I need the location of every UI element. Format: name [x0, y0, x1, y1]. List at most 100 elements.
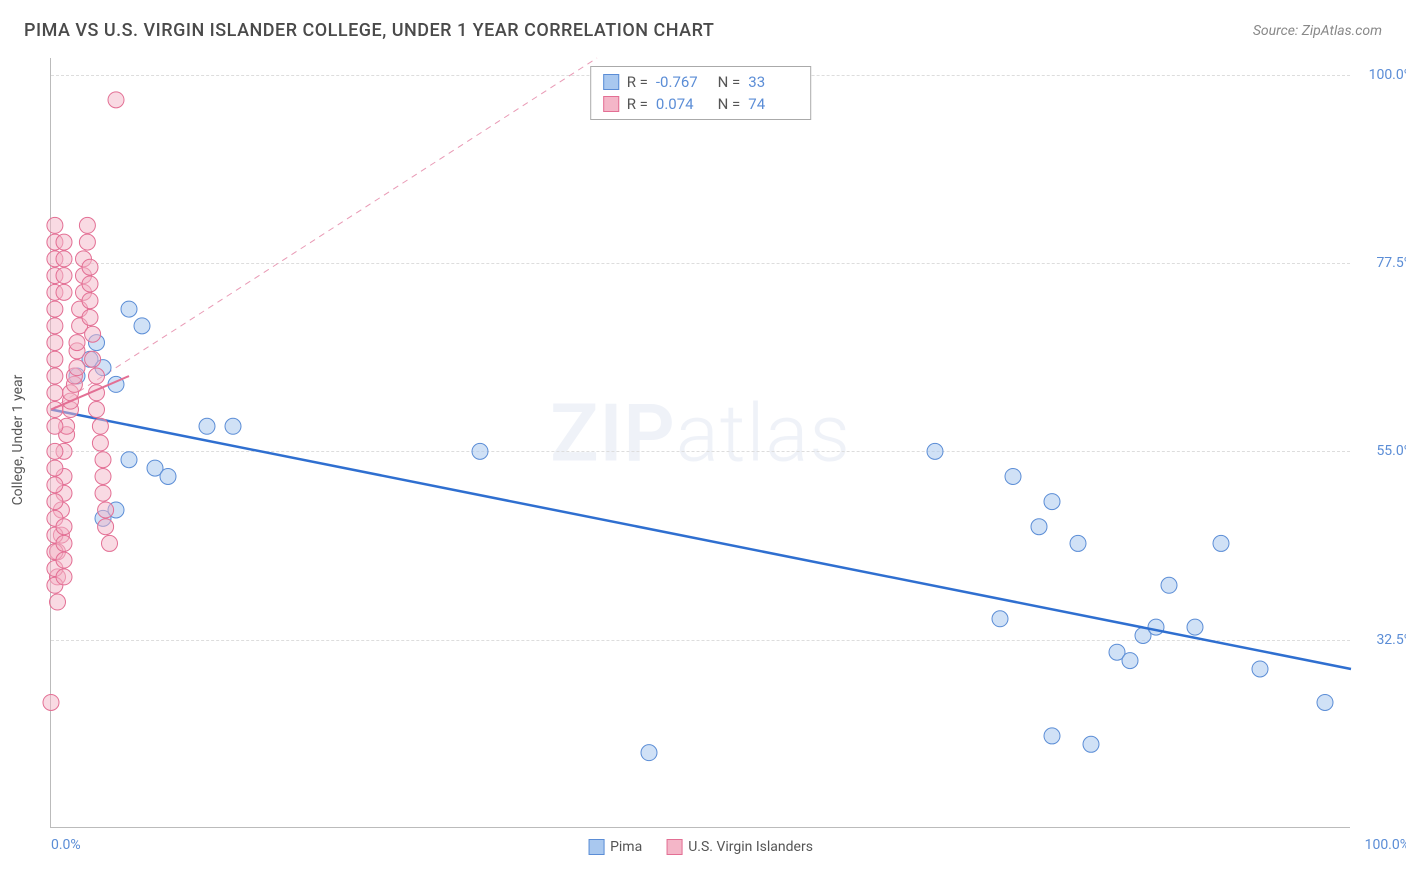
data-point: [56, 251, 72, 267]
data-point: [47, 318, 63, 334]
y-tick-label: 32.5%: [1354, 632, 1406, 648]
stat-r-value: -0.767: [656, 71, 706, 93]
data-point: [1148, 619, 1164, 635]
data-point: [69, 360, 85, 376]
data-point: [199, 418, 215, 434]
data-point: [47, 301, 63, 317]
data-point: [1317, 694, 1333, 710]
data-point: [47, 494, 63, 510]
header: PIMA VS U.S. VIRGIN ISLANDER COLLEGE, UN…: [24, 20, 1382, 41]
data-point: [56, 284, 72, 300]
data-point: [1044, 728, 1060, 744]
data-point: [472, 443, 488, 459]
data-point: [98, 519, 114, 535]
data-point: [160, 468, 176, 484]
x-tick-label: 0.0%: [51, 837, 81, 853]
data-point: [1161, 577, 1177, 593]
data-point: [47, 385, 63, 401]
data-point: [927, 443, 943, 459]
data-point: [43, 694, 59, 710]
data-point: [92, 435, 108, 451]
stat-r-label: R =: [627, 93, 648, 115]
legend-label: U.S. Virgin Islanders: [688, 839, 813, 855]
data-point: [56, 268, 72, 284]
data-point: [47, 477, 63, 493]
chart-title: PIMA VS U.S. VIRGIN ISLANDER COLLEGE, UN…: [24, 20, 714, 41]
data-point: [82, 293, 98, 309]
y-tick-label: 55.0%: [1354, 443, 1406, 459]
data-point: [79, 234, 95, 250]
data-point: [47, 217, 63, 233]
data-point: [47, 402, 63, 418]
data-point: [1005, 468, 1021, 484]
data-point: [56, 535, 72, 551]
data-point: [47, 335, 63, 351]
y-tick-label: 77.5%: [1354, 255, 1406, 271]
stat-r-label: R =: [627, 71, 648, 93]
chart-svg: [51, 58, 1350, 827]
data-point: [1213, 535, 1229, 551]
data-point: [95, 468, 111, 484]
data-point: [89, 368, 105, 384]
data-point: [102, 535, 118, 551]
legend-label: Pima: [610, 839, 642, 855]
stats-row: R = -0.767 N = 33: [603, 71, 799, 93]
stat-n-label: N =: [714, 93, 740, 115]
data-point: [1083, 736, 1099, 752]
stats-row: R = 0.074 N = 74: [603, 93, 799, 115]
data-point: [69, 335, 85, 351]
data-point: [92, 418, 108, 434]
legend-item: Pima: [588, 839, 642, 855]
data-point: [1252, 661, 1268, 677]
stat-n-value: 33: [748, 71, 798, 93]
data-point: [47, 368, 63, 384]
series-legend: Pima U.S. Virgin Islanders: [588, 839, 813, 855]
data-point: [56, 552, 72, 568]
data-point: [47, 443, 63, 459]
data-point: [1044, 494, 1060, 510]
data-point: [82, 276, 98, 292]
data-point: [1122, 653, 1138, 669]
legend-swatch: [666, 839, 682, 855]
data-point: [95, 452, 111, 468]
data-point: [1070, 535, 1086, 551]
data-point: [56, 569, 72, 585]
data-point: [82, 259, 98, 275]
data-point: [108, 92, 124, 108]
series-swatch: [603, 74, 619, 90]
data-point: [121, 452, 137, 468]
x-tick-label: 100.0%: [1365, 837, 1406, 853]
y-tick-label: 100.0%: [1354, 67, 1406, 83]
data-point: [85, 326, 101, 342]
data-point: [1187, 619, 1203, 635]
plot-area: ZIPatlas 100.0%77.5%55.0%32.5% R =-0.767…: [50, 58, 1350, 828]
series-swatch: [603, 96, 619, 112]
data-point: [89, 402, 105, 418]
data-point: [82, 309, 98, 325]
data-point: [79, 217, 95, 233]
data-point: [47, 418, 63, 434]
stat-n-value: 74: [748, 93, 798, 115]
y-axis-label: College, Under 1 year: [10, 375, 26, 506]
data-point: [641, 745, 657, 761]
source-label: Source: ZipAtlas.com: [1253, 23, 1382, 39]
data-point: [47, 460, 63, 476]
data-point: [56, 519, 72, 535]
data-point: [134, 318, 150, 334]
data-point: [56, 234, 72, 250]
legend-swatch: [588, 839, 604, 855]
data-point: [121, 301, 137, 317]
data-point: [98, 502, 114, 518]
legend-item: U.S. Virgin Islanders: [666, 839, 813, 855]
trend-extension: [51, 58, 597, 410]
data-point: [85, 351, 101, 367]
stats-legend: R = -0.767 N = 33 R = 0.074 N = 74: [590, 66, 812, 120]
data-point: [47, 351, 63, 367]
data-point: [95, 485, 111, 501]
data-point: [1031, 519, 1047, 535]
stat-r-value: 0.074: [656, 93, 706, 115]
data-point: [50, 594, 66, 610]
data-point: [992, 611, 1008, 627]
stat-n-label: N =: [714, 71, 740, 93]
data-point: [225, 418, 241, 434]
